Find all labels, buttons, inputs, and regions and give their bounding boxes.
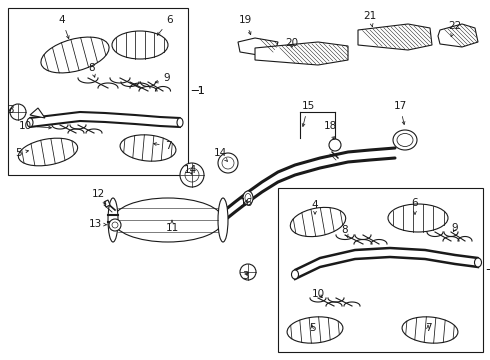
Text: 7: 7: [153, 141, 172, 151]
Text: 5: 5: [15, 148, 28, 158]
Text: 15: 15: [301, 101, 315, 126]
Text: 20: 20: [286, 38, 298, 48]
Circle shape: [240, 264, 256, 280]
Text: 4: 4: [59, 15, 69, 39]
Polygon shape: [104, 200, 110, 207]
Text: 8: 8: [342, 225, 348, 238]
Ellipse shape: [177, 118, 183, 127]
Text: 6: 6: [412, 198, 418, 214]
Text: ─1: ─1: [191, 86, 205, 96]
Ellipse shape: [113, 198, 223, 242]
Ellipse shape: [290, 207, 345, 237]
Text: 14: 14: [183, 165, 196, 175]
Ellipse shape: [474, 258, 482, 267]
Text: 5: 5: [309, 323, 315, 333]
Text: 13: 13: [88, 219, 107, 229]
Text: 14: 14: [213, 148, 227, 161]
Ellipse shape: [108, 198, 118, 242]
Text: 17: 17: [393, 101, 407, 125]
Ellipse shape: [393, 130, 417, 150]
Text: 7: 7: [425, 323, 431, 333]
Circle shape: [218, 153, 238, 173]
Circle shape: [109, 219, 121, 231]
Text: 18: 18: [323, 121, 337, 140]
Text: 21: 21: [364, 11, 377, 27]
Ellipse shape: [120, 135, 176, 161]
Polygon shape: [238, 38, 278, 55]
Ellipse shape: [41, 37, 109, 73]
Text: 11: 11: [166, 220, 179, 233]
Ellipse shape: [402, 317, 458, 343]
Circle shape: [329, 139, 341, 151]
Polygon shape: [255, 42, 348, 65]
Text: 10: 10: [19, 121, 51, 131]
Polygon shape: [358, 24, 432, 50]
Text: 3: 3: [7, 105, 13, 115]
Text: 12: 12: [91, 189, 106, 204]
Ellipse shape: [245, 194, 251, 202]
Ellipse shape: [27, 118, 33, 127]
Ellipse shape: [18, 138, 77, 166]
Circle shape: [112, 222, 118, 228]
Text: 10: 10: [312, 289, 324, 299]
Text: 16: 16: [240, 198, 253, 208]
Text: 8: 8: [89, 63, 96, 77]
Ellipse shape: [287, 317, 343, 343]
Ellipse shape: [388, 204, 448, 232]
Ellipse shape: [292, 270, 298, 279]
Text: 22: 22: [448, 21, 462, 37]
Text: 9: 9: [155, 73, 171, 83]
Polygon shape: [30, 108, 45, 118]
Ellipse shape: [218, 198, 228, 242]
Text: 19: 19: [238, 15, 252, 35]
Circle shape: [222, 157, 234, 169]
Ellipse shape: [397, 134, 413, 147]
Ellipse shape: [243, 191, 253, 205]
Bar: [278, 188, 483, 352]
Text: 9: 9: [452, 223, 458, 233]
Text: ─2: ─2: [486, 265, 490, 275]
Polygon shape: [438, 24, 478, 47]
Text: 3: 3: [242, 271, 248, 281]
Circle shape: [185, 168, 199, 182]
Circle shape: [10, 104, 26, 120]
Bar: [8, 8, 188, 175]
Text: 4: 4: [312, 200, 318, 214]
Ellipse shape: [112, 31, 168, 59]
Text: ─2: ─2: [486, 265, 490, 275]
Text: ─1: ─1: [191, 86, 205, 96]
Circle shape: [180, 163, 204, 187]
Text: 6: 6: [157, 15, 173, 35]
